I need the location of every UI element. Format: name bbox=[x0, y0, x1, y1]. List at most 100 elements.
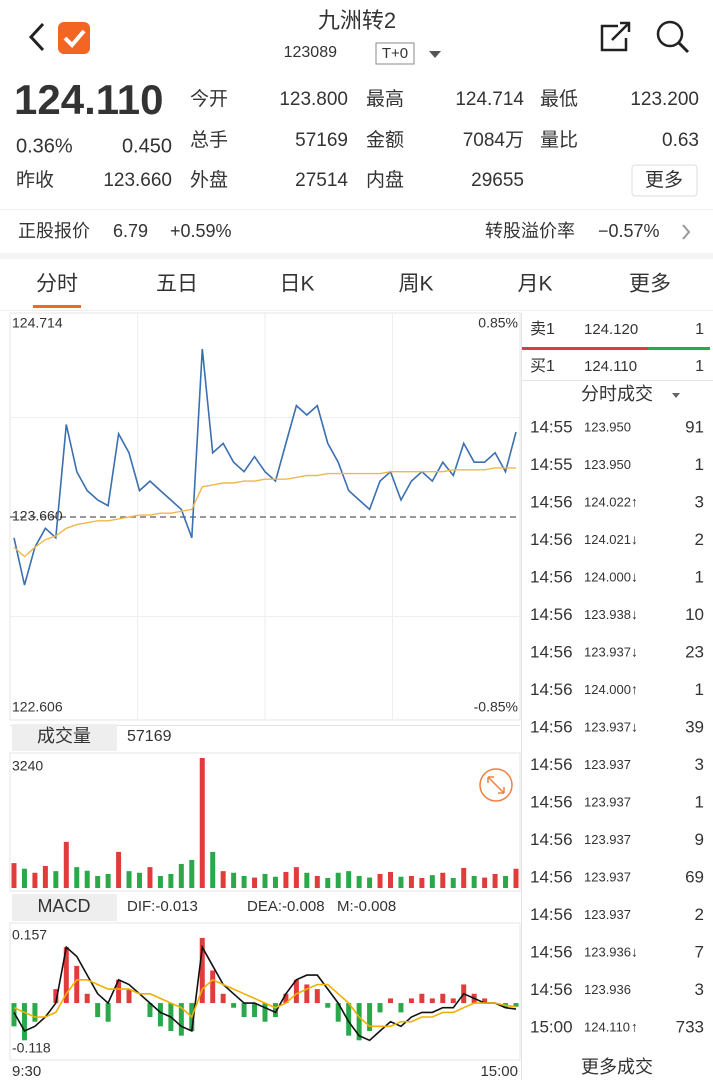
macd-bar bbox=[419, 993, 425, 1004]
field-label: 今开 bbox=[190, 88, 228, 110]
legend-entry: M:-0.008 bbox=[337, 898, 396, 915]
field-label: 最低 bbox=[540, 88, 578, 110]
quote-fields: 今开 123.800 最高 124.714 最低 123.200 总手 57169 金额 7084… bbox=[16, 88, 699, 191]
price: 124.110 bbox=[14, 76, 164, 123]
charts: 124.714 123.660 122.606 0.85% -0.85% 9:30 15:0… bbox=[10, 313, 520, 1080]
y-tick-label: -0.118 bbox=[12, 1040, 51, 1056]
field-value: 0.63 bbox=[662, 130, 699, 151]
price-line bbox=[13, 467, 516, 558]
trade-vol: 1 bbox=[695, 567, 704, 586]
volume-bar bbox=[11, 863, 17, 888]
trade-time: 14:56 bbox=[530, 492, 573, 511]
trade-price: 123.937 bbox=[584, 869, 631, 884]
volume-bar bbox=[283, 871, 289, 888]
volume-bar bbox=[429, 875, 435, 888]
trade-price: 123.936 bbox=[584, 944, 631, 959]
macd-line bbox=[13, 944, 517, 1042]
volume-bar bbox=[492, 873, 498, 888]
field-value: 124.714 bbox=[455, 89, 524, 110]
volume-bar bbox=[482, 877, 488, 888]
trade-price: 123.950 bbox=[584, 419, 631, 434]
volume-bar bbox=[471, 875, 477, 888]
volume-bar bbox=[21, 868, 27, 888]
volume-bar bbox=[231, 872, 237, 888]
premium-label: 转股溢价率 bbox=[485, 221, 575, 241]
tab[interactable]: 日K bbox=[279, 273, 314, 296]
macd-bar bbox=[408, 998, 414, 1004]
trade-time: 14:56 bbox=[530, 905, 573, 924]
volume-bar bbox=[84, 870, 90, 888]
trade-price: 123.937 bbox=[584, 757, 631, 772]
trade-price: 123.937 bbox=[584, 794, 631, 809]
volume-bar bbox=[325, 877, 331, 888]
field-label: 外盘 bbox=[190, 169, 228, 191]
field-label: 总手 bbox=[190, 129, 228, 151]
macd-bar bbox=[304, 984, 310, 1004]
more-trades[interactable]: 更多成交 bbox=[581, 1057, 653, 1077]
macd-bar bbox=[11, 1003, 17, 1027]
volume-bar bbox=[252, 877, 258, 888]
search-icon[interactable] bbox=[656, 20, 684, 48]
volume-bar bbox=[367, 877, 373, 888]
trade-dir: ↑ bbox=[631, 681, 638, 697]
more-button[interactable] bbox=[631, 164, 698, 197]
volume-bar bbox=[157, 875, 163, 888]
macd-bar bbox=[356, 1003, 362, 1041]
legend-entry: DEA:-0.008 bbox=[247, 898, 325, 915]
divider bbox=[0, 310, 713, 311]
volume-bar bbox=[293, 867, 299, 888]
tab[interactable]: 更多 bbox=[629, 273, 671, 296]
share-icon[interactable] bbox=[600, 21, 631, 52]
trade-time: 14:56 bbox=[530, 792, 573, 811]
volume-bar bbox=[189, 859, 195, 888]
field-value: 123.800 bbox=[279, 89, 348, 110]
tab[interactable]: 周K bbox=[398, 273, 433, 296]
tab[interactable]: 五日 bbox=[156, 273, 198, 296]
dropdown[interactable] bbox=[672, 393, 680, 398]
title: 九洲转2 bbox=[318, 8, 396, 33]
trade-dir: ↓ bbox=[631, 719, 638, 735]
volume-bar bbox=[147, 867, 153, 888]
macd-bar bbox=[210, 970, 216, 1004]
trade-time: 14:56 bbox=[530, 830, 573, 849]
premium: −0.57% bbox=[598, 221, 660, 241]
macd-frame bbox=[9, 922, 521, 1061]
trade-vol: 91 bbox=[685, 417, 704, 436]
macd-bar bbox=[293, 979, 299, 1004]
x-tick-label: 9:30 bbox=[12, 1063, 41, 1080]
y2-tick-label: 0.85% bbox=[478, 315, 518, 331]
macd-bar bbox=[147, 1003, 153, 1018]
macd-bar bbox=[241, 1003, 247, 1018]
trade-time: 14:56 bbox=[530, 755, 573, 774]
volume-bar bbox=[241, 875, 247, 888]
stock-price: 6.79 bbox=[113, 221, 148, 241]
y-tick-label: 124.714 bbox=[12, 315, 63, 331]
field-label: 昨收 bbox=[16, 169, 54, 191]
trade-dir: ↓ bbox=[631, 644, 638, 660]
volume-bar bbox=[42, 865, 48, 888]
divider bbox=[521, 313, 522, 1080]
volume-bar bbox=[450, 877, 456, 888]
volume-bar bbox=[178, 863, 184, 888]
tab[interactable]: 分时 bbox=[36, 273, 78, 296]
trade-time: 15:00 bbox=[530, 1017, 573, 1036]
chevron bbox=[682, 224, 691, 240]
macd-bar bbox=[74, 965, 80, 1004]
trade-time: 14:56 bbox=[530, 605, 573, 624]
volume-bar bbox=[461, 867, 467, 888]
field-label: 金额 bbox=[366, 129, 404, 151]
tab-underline bbox=[33, 305, 81, 308]
macd-bar bbox=[178, 1003, 184, 1036]
macd-bar bbox=[252, 1003, 258, 1018]
watch-icon[interactable] bbox=[58, 22, 90, 54]
divider bbox=[522, 380, 713, 381]
volume-bar bbox=[314, 875, 320, 888]
trade-price: 124.000 bbox=[584, 682, 631, 697]
volume-bar bbox=[335, 872, 341, 888]
dropdown[interactable] bbox=[429, 51, 441, 58]
macd-bar bbox=[220, 993, 226, 1004]
tab[interactable]: 月K bbox=[517, 273, 552, 296]
trade-vol: 3 bbox=[695, 492, 704, 511]
macd-bar bbox=[388, 998, 393, 1004]
back-button[interactable] bbox=[28, 22, 45, 52]
